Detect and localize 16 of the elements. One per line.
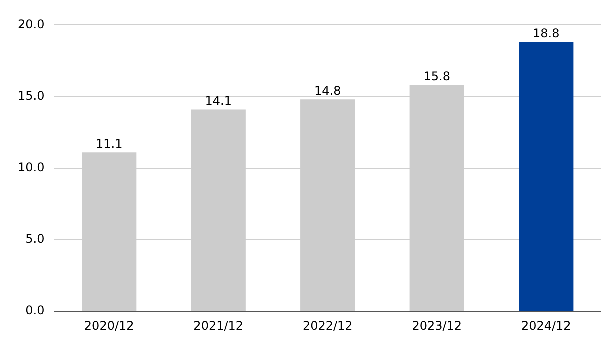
y-tick-label: 5.0	[26, 232, 45, 246]
x-tick-label: 2024/12	[521, 318, 572, 333]
bar	[519, 42, 574, 312]
data-label: 15.8	[424, 69, 450, 84]
x-tick-label: 2022/12	[302, 318, 353, 333]
x-tick-label: 2020/12	[84, 318, 134, 333]
data-label: 14.1	[205, 94, 232, 108]
data-label: 11.1	[96, 136, 123, 151]
x-tick-label: 2021/12	[194, 318, 244, 333]
x-tick-label: 2023/12	[412, 318, 462, 333]
y-tick-label: 20.0	[18, 17, 45, 32]
y-tick-label: 15.0	[18, 88, 45, 103]
data-label: 14.8	[314, 84, 342, 98]
y-tick-label: 0.0	[26, 304, 45, 318]
data-label: 18.8	[533, 26, 560, 41]
y-tick-label: 10.0	[18, 160, 45, 175]
